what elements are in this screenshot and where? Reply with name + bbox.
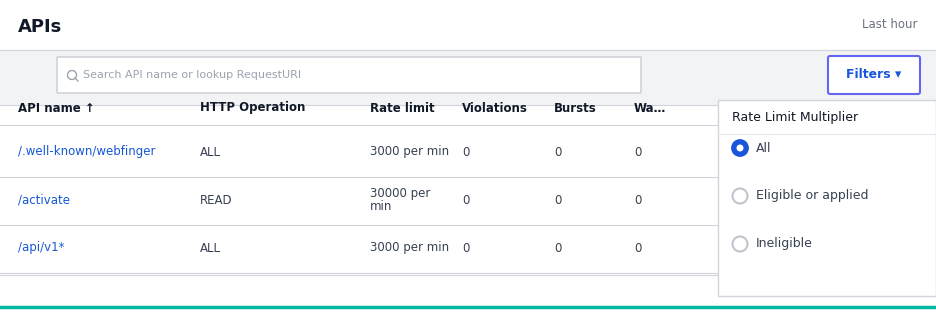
Text: Search API name or lookup RequestURI: Search API name or lookup RequestURI bbox=[83, 70, 301, 80]
Text: 0: 0 bbox=[634, 193, 641, 207]
Text: 0: 0 bbox=[554, 241, 562, 255]
Text: /activate: /activate bbox=[18, 193, 70, 207]
Circle shape bbox=[737, 144, 743, 151]
Text: Eligible or applied: Eligible or applied bbox=[756, 190, 869, 203]
Text: Filters ▾: Filters ▾ bbox=[846, 68, 901, 82]
Text: Wa…: Wa… bbox=[634, 101, 666, 115]
Text: Ineligible: Ineligible bbox=[756, 237, 812, 251]
Text: 3000 per min: 3000 per min bbox=[370, 145, 449, 159]
Text: ALL: ALL bbox=[200, 145, 221, 159]
Text: READ: READ bbox=[200, 193, 233, 207]
Text: Rate limit: Rate limit bbox=[370, 101, 434, 115]
Text: Rate Limit Multiplier: Rate Limit Multiplier bbox=[732, 111, 858, 124]
Text: Bursts: Bursts bbox=[554, 101, 597, 115]
FancyBboxPatch shape bbox=[0, 50, 936, 105]
Text: 3000 per min: 3000 per min bbox=[370, 241, 449, 255]
Text: ALL: ALL bbox=[200, 241, 221, 255]
Text: HTTP Operation: HTTP Operation bbox=[200, 101, 305, 115]
Text: APIs: APIs bbox=[18, 18, 63, 36]
FancyBboxPatch shape bbox=[828, 56, 920, 94]
Text: API name ↑: API name ↑ bbox=[18, 101, 95, 115]
Text: 30000 per: 30000 per bbox=[370, 187, 431, 199]
Text: 0: 0 bbox=[634, 241, 641, 255]
Text: /api/v1*: /api/v1* bbox=[18, 241, 65, 255]
Text: 0: 0 bbox=[554, 193, 562, 207]
FancyBboxPatch shape bbox=[718, 100, 936, 296]
Circle shape bbox=[733, 236, 748, 252]
Text: Last hour: Last hour bbox=[862, 18, 918, 31]
FancyBboxPatch shape bbox=[57, 57, 641, 93]
Text: Violations: Violations bbox=[462, 101, 528, 115]
Text: 0: 0 bbox=[462, 193, 469, 207]
Text: min: min bbox=[370, 201, 392, 214]
Circle shape bbox=[733, 140, 748, 155]
Text: 0: 0 bbox=[462, 145, 469, 159]
Text: /.well-known/webfinger: /.well-known/webfinger bbox=[18, 145, 155, 159]
Text: 0: 0 bbox=[554, 145, 562, 159]
Text: 0: 0 bbox=[634, 145, 641, 159]
Text: All: All bbox=[756, 142, 771, 154]
Text: 0: 0 bbox=[462, 241, 469, 255]
Circle shape bbox=[733, 188, 748, 203]
